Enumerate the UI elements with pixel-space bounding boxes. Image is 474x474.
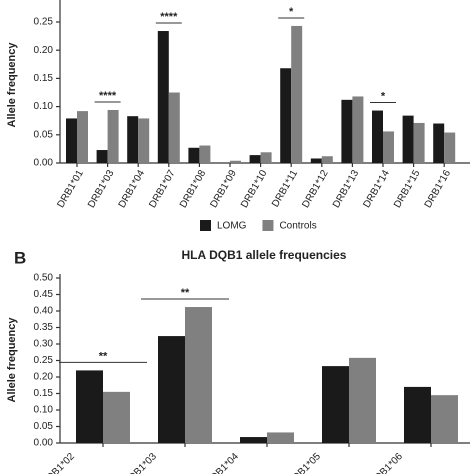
x-tick-label: DRB1*13 (331, 168, 362, 210)
significance-label: **** (160, 11, 178, 23)
bar (444, 132, 456, 163)
y-tick-label: 0.20 (34, 372, 54, 383)
x-tick-label: DQB1*05 (285, 451, 323, 474)
bar (185, 307, 212, 443)
x-tick-label: DRB1*16 (423, 168, 454, 210)
bar (188, 147, 200, 163)
chart-title: HLA DQB1 allele frequencies (182, 248, 347, 262)
y-tick-label: 0.25 (34, 355, 54, 366)
x-tick-label: DRB1*09 (209, 168, 240, 210)
panel-label: B (14, 248, 26, 267)
y-tick-label: 0.10 (34, 101, 54, 112)
y-tick-label: 0.35 (34, 322, 54, 333)
bar (267, 432, 294, 443)
bar (199, 145, 211, 163)
bar (107, 109, 119, 163)
bar (402, 115, 414, 163)
x-tick-label: DQB1*02 (39, 451, 77, 474)
bar (404, 386, 431, 443)
y-tick-label: 0.45 (34, 289, 54, 300)
bar (291, 25, 303, 163)
bar (280, 68, 292, 163)
bar (138, 118, 150, 163)
y-tick-label: 0.10 (34, 405, 54, 416)
bar (431, 395, 458, 443)
significance-label: ** (181, 287, 190, 299)
legend-label: Controls (279, 221, 316, 232)
legend-label: LOMG (217, 221, 247, 232)
bar (349, 357, 376, 443)
x-tick-label: DRB1*07 (147, 168, 178, 210)
significance-label: * (381, 90, 386, 102)
y-tick-label: 0.30 (34, 339, 54, 350)
bar (383, 131, 394, 163)
bar (103, 391, 130, 443)
x-tick-label: DRB1*11 (270, 168, 300, 209)
bar (157, 31, 169, 163)
y-tick-label: 0.05 (34, 129, 54, 140)
bar (341, 99, 353, 163)
x-tick-label: DRB1*01 (56, 168, 87, 210)
significance-label: **** (99, 90, 117, 102)
bar (352, 96, 364, 163)
x-tick-label: DRB1*10 (239, 168, 270, 210)
bar (240, 437, 267, 443)
x-tick-label: DRB1*03 (86, 168, 117, 210)
bar (77, 111, 88, 163)
y-axis-label: Allele frequency (6, 42, 18, 128)
y-tick-label: 0.25 (34, 17, 54, 28)
x-tick-label: DRB1*08 (178, 168, 209, 210)
bar (433, 123, 445, 163)
y-tick-label: 0.15 (34, 388, 54, 399)
x-tick-label: DQB1*06 (367, 451, 405, 474)
y-axis-label: Allele frequency (6, 317, 18, 403)
y-tick-label: 0.00 (34, 438, 54, 449)
x-tick-label: DRB1*14 (362, 168, 393, 210)
bar (96, 150, 108, 163)
x-tick-label: DRB1*12 (300, 168, 331, 210)
bar (66, 118, 77, 163)
bar (127, 116, 139, 163)
significance-label: * (289, 6, 294, 18)
legend-swatch (200, 220, 211, 231)
y-tick-label: 0.20 (34, 45, 54, 56)
bar (321, 156, 333, 163)
bar (372, 110, 383, 163)
y-tick-label: 0.15 (34, 73, 54, 84)
bar (76, 370, 103, 443)
bar (310, 158, 322, 163)
bar (158, 336, 185, 443)
legend-swatch (262, 220, 274, 231)
x-tick-label: DQB1*03 (121, 451, 159, 474)
y-tick-label: 0.40 (34, 306, 54, 317)
significance-label: ** (99, 350, 108, 362)
bar (168, 92, 180, 163)
bar (230, 160, 241, 163)
bar (249, 155, 261, 163)
bar (260, 152, 272, 163)
bar (322, 366, 349, 443)
x-tick-label: DRB1*15 (392, 168, 423, 210)
y-tick-label: 0.50 (34, 273, 54, 284)
y-tick-label: 0.00 (34, 158, 54, 169)
bar (413, 122, 425, 163)
x-tick-label: DQB1*04 (203, 451, 241, 474)
x-tick-label: DRB1*04 (117, 168, 148, 210)
y-tick-label: 0.05 (34, 421, 54, 432)
